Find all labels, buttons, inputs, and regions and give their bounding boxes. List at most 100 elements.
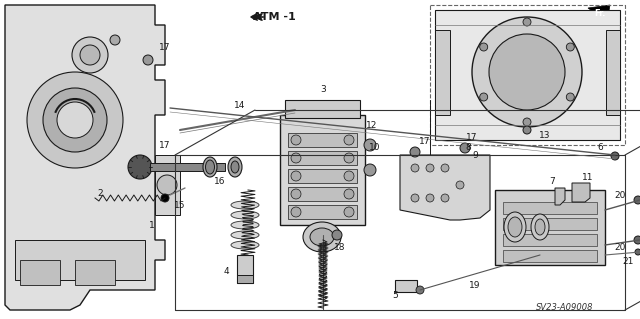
Circle shape bbox=[291, 189, 301, 199]
Circle shape bbox=[157, 175, 177, 195]
Circle shape bbox=[411, 194, 419, 202]
Text: 13: 13 bbox=[540, 130, 551, 139]
Text: 21: 21 bbox=[622, 257, 634, 266]
Text: ATM -1: ATM -1 bbox=[253, 12, 296, 22]
Circle shape bbox=[344, 207, 354, 217]
Circle shape bbox=[364, 139, 376, 151]
Bar bbox=[395, 280, 417, 292]
Bar bbox=[288, 151, 357, 165]
Circle shape bbox=[472, 17, 582, 127]
Ellipse shape bbox=[231, 241, 259, 249]
Circle shape bbox=[72, 37, 108, 73]
Circle shape bbox=[143, 55, 153, 65]
Circle shape bbox=[441, 164, 449, 172]
Circle shape bbox=[344, 171, 354, 181]
Polygon shape bbox=[572, 183, 590, 202]
Circle shape bbox=[523, 118, 531, 126]
Circle shape bbox=[411, 164, 419, 172]
Polygon shape bbox=[400, 155, 490, 220]
Bar bbox=[288, 133, 357, 147]
Circle shape bbox=[332, 230, 342, 240]
Bar bbox=[503, 250, 597, 262]
Circle shape bbox=[291, 171, 301, 181]
Circle shape bbox=[416, 286, 424, 294]
Bar bbox=[75, 260, 115, 285]
Bar bbox=[606, 30, 620, 115]
Text: 17: 17 bbox=[419, 137, 431, 145]
Text: 9: 9 bbox=[472, 151, 478, 160]
Circle shape bbox=[456, 181, 464, 189]
Text: 3: 3 bbox=[320, 85, 326, 94]
Ellipse shape bbox=[231, 211, 259, 219]
Text: 18: 18 bbox=[334, 243, 346, 253]
Bar bbox=[15, 240, 145, 280]
Bar bbox=[288, 205, 357, 219]
Text: Fr.: Fr. bbox=[595, 10, 605, 19]
Polygon shape bbox=[435, 10, 620, 140]
Ellipse shape bbox=[303, 222, 341, 252]
Circle shape bbox=[634, 196, 640, 204]
Circle shape bbox=[523, 126, 531, 134]
Circle shape bbox=[344, 135, 354, 145]
Ellipse shape bbox=[535, 219, 545, 235]
Bar bbox=[155, 155, 180, 215]
Circle shape bbox=[460, 143, 470, 153]
Ellipse shape bbox=[508, 217, 522, 237]
Bar bbox=[20, 260, 60, 285]
Text: 17: 17 bbox=[159, 140, 171, 150]
Ellipse shape bbox=[228, 157, 242, 177]
Text: 11: 11 bbox=[582, 174, 594, 182]
Circle shape bbox=[43, 88, 107, 152]
Circle shape bbox=[410, 147, 420, 157]
Text: 2: 2 bbox=[97, 189, 103, 197]
Circle shape bbox=[635, 249, 640, 255]
Circle shape bbox=[291, 135, 301, 145]
Ellipse shape bbox=[310, 228, 334, 246]
Text: 20: 20 bbox=[614, 190, 626, 199]
Circle shape bbox=[426, 164, 434, 172]
Circle shape bbox=[344, 189, 354, 199]
Bar bbox=[237, 275, 253, 283]
Polygon shape bbox=[5, 5, 165, 310]
Text: 1: 1 bbox=[149, 220, 155, 229]
Circle shape bbox=[489, 34, 565, 110]
Bar bbox=[288, 169, 357, 183]
Ellipse shape bbox=[504, 212, 526, 242]
Circle shape bbox=[566, 93, 574, 101]
Circle shape bbox=[364, 164, 376, 176]
Bar bbox=[435, 30, 450, 115]
Ellipse shape bbox=[203, 157, 217, 177]
Text: 7: 7 bbox=[549, 176, 555, 186]
Ellipse shape bbox=[231, 161, 239, 173]
Text: 4: 4 bbox=[223, 268, 229, 277]
Text: 17: 17 bbox=[159, 43, 171, 53]
Polygon shape bbox=[555, 188, 565, 205]
Circle shape bbox=[441, 194, 449, 202]
Text: 16: 16 bbox=[214, 177, 226, 187]
Ellipse shape bbox=[231, 231, 259, 239]
Text: SV23-A09008: SV23-A09008 bbox=[536, 303, 594, 313]
Bar bbox=[280, 115, 365, 225]
Text: 14: 14 bbox=[234, 100, 246, 109]
Bar bbox=[237, 255, 253, 283]
Text: 5: 5 bbox=[392, 292, 398, 300]
Text: 17: 17 bbox=[467, 133, 477, 143]
Text: 19: 19 bbox=[469, 280, 481, 290]
Ellipse shape bbox=[531, 214, 549, 240]
Polygon shape bbox=[588, 5, 610, 22]
Circle shape bbox=[634, 236, 640, 244]
Text: 10: 10 bbox=[369, 144, 381, 152]
Ellipse shape bbox=[231, 221, 259, 229]
Bar bbox=[495, 190, 605, 265]
Circle shape bbox=[110, 35, 120, 45]
Circle shape bbox=[57, 102, 93, 138]
Circle shape bbox=[611, 152, 619, 160]
Circle shape bbox=[426, 194, 434, 202]
Text: 20: 20 bbox=[614, 243, 626, 253]
Circle shape bbox=[27, 72, 123, 168]
Text: 15: 15 bbox=[174, 201, 186, 210]
Circle shape bbox=[523, 18, 531, 26]
Circle shape bbox=[344, 153, 354, 163]
Bar bbox=[150, 163, 225, 171]
Ellipse shape bbox=[205, 160, 214, 174]
